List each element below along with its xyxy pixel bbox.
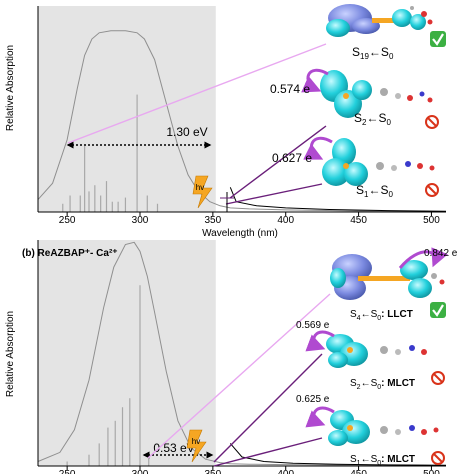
prohibited-icon [425,115,439,129]
panel-a-transition-s1: S1←S0 [356,183,393,199]
panel-b-hv-label: hv [192,437,200,446]
lightning-icon [186,429,207,463]
panel-a-charge-arrow-s2 [301,68,329,93]
panel-a-charge-s1: 0.627 e [272,151,312,165]
x-tick-label: 250 [59,215,76,226]
prohibited-icon [431,451,445,465]
panel-a-ticks: 250 300 350 400 450 500 [59,212,440,226]
panel-b-charge-arrow-s2 [305,330,335,352]
panel-b-title: (b) ReAZBAP⁺- Ca²⁺ [22,248,118,259]
panel-b: 250 300 350 400 450 500 (b) ReAZBAP⁺- Ca²⁺ Re… [5,240,458,474]
panel-a-charge-s2: 0.574 e [270,82,310,96]
x-tick-label: 450 [350,215,367,226]
panel-b-pointer-s1 [213,437,323,467]
panel-b-pointer-s2 [213,353,323,463]
panel-b-orbital-s2 [326,334,427,368]
x-tick-label: 300 [132,469,149,474]
panel-b-orbital-s4 [330,254,445,300]
panel-b-charge-arrow-s1 [305,406,335,428]
panel-a-sticks [62,94,159,212]
panel-a-transition-s2: S2←S0 [354,111,391,127]
panel-b-transition-s4: S4←S0: LLCT [350,309,413,322]
panel-a-charge-arrow-s1 [303,136,333,160]
x-tick-label: 450 [350,469,367,474]
lightning-icon [192,175,213,209]
x-tick-label: 250 [59,469,76,474]
panel-b-ticks: 250 300 350 400 450 500 [59,466,440,474]
panel-a-envelope [37,30,432,212]
panel-a-x-axis-label: Wavelength (nm) [202,228,278,239]
panel-a-hv-flash: hv [192,175,213,209]
panel-b-hv-flash: hv [186,429,207,463]
panel-b-charge-s4: 0.842 e [424,248,458,259]
panel-a-orbital-s1 [322,138,435,186]
panel-b-y-axis-label: Relative Absorption [5,311,16,397]
panel-a-tail [229,187,447,212]
panel-a-transition-s19: S19←S0 [352,45,394,61]
panel-a: 250 300 350 400 450 500 Wavelength (nm) Relat… [5,4,447,239]
panel-a-orbital-s2 [320,70,433,118]
check-icon [430,31,446,47]
panel-b-shaded-region [38,240,216,466]
panel-b-charge-arrow-s4 [398,247,448,269]
panel-b-charge-s1: 0.625 e [296,394,330,405]
panel-a-pointer-s1 [225,183,323,205]
panel-b-sticks [66,285,150,466]
panel-a-shaded-region [38,6,216,212]
x-tick-label: 400 [277,469,294,474]
panel-a-y-axis-label: Relative Absorption [5,45,16,131]
panel-b-charge-s2: 0.569 e [296,320,330,331]
x-tick-label: 500 [423,469,440,474]
panel-b-envelope [37,241,432,466]
x-tick-label: 500 [423,215,440,226]
panel-b-pointer-s4 [147,293,331,459]
panel-a-gap-label: 1.30 eV [166,125,207,139]
prohibited-icon [425,183,439,197]
panel-a-orbital-s19 [326,4,433,37]
x-tick-label: 400 [277,215,294,226]
panel-b-orbital-s1 [328,410,439,446]
check-icon [430,302,446,318]
x-tick-label: 350 [205,215,222,226]
panel-a-hv-label: hv [196,183,204,192]
panel-b-transition-s1: S1←S0: MLCT [350,454,415,467]
panel-a-pointer-s19 [67,43,327,144]
panel-b-tail [229,443,447,466]
x-tick-label: 350 [205,469,222,474]
panel-a-pointer-s2 [229,125,327,199]
panel-b-transition-s2: S2←S0: MLCT [350,378,415,391]
prohibited-icon [431,371,445,385]
x-tick-label: 300 [132,215,149,226]
